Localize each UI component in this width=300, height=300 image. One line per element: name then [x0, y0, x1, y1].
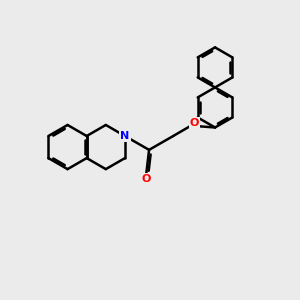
- Text: O: O: [141, 174, 151, 184]
- Text: N: N: [120, 131, 130, 141]
- Text: O: O: [190, 118, 199, 128]
